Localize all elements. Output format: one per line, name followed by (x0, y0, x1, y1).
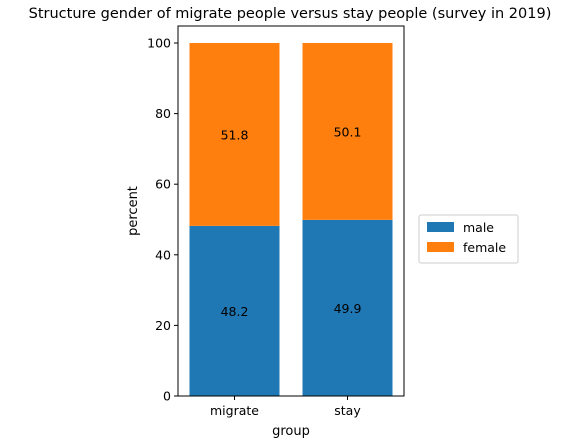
bar-label-female-stay: 50.1 (334, 124, 362, 139)
bar-label-male-stay: 49.9 (334, 301, 362, 316)
y-tick-label: 0 (163, 389, 171, 404)
plot-frame (177, 25, 405, 397)
y-tick-label: 60 (155, 177, 171, 192)
bar-labels-layer: 48.2 51.8 49.9 50.1 (221, 124, 362, 319)
bar-male-migrate (189, 225, 280, 396)
chart-title: Structure gender of migrate people versu… (29, 6, 552, 22)
x-axis: migrate stay (210, 396, 361, 418)
y-axis: 0 20 40 60 80 100 (147, 36, 178, 404)
y-tick-label: 100 (147, 36, 171, 51)
x-tick-label-stay: stay (334, 403, 361, 418)
bars-layer (189, 43, 393, 396)
y-tick-label: 80 (155, 106, 171, 121)
legend-items: male female (427, 220, 506, 255)
x-axis-label: group (272, 424, 310, 439)
legend-label-male: male (463, 220, 494, 235)
legend-swatch-male (427, 222, 454, 232)
bar-female-migrate (189, 43, 280, 226)
bar-male-stay (302, 219, 393, 396)
y-axis-label: percent (126, 186, 141, 236)
legend: male female (418, 214, 519, 264)
legend-label-female: female (463, 240, 506, 255)
legend-swatch-female (427, 242, 454, 252)
bar-female-stay (302, 43, 393, 220)
y-tick-label: 40 (155, 247, 171, 262)
bar-label-male-migrate: 48.2 (221, 304, 249, 319)
x-tick-label-migrate: migrate (210, 403, 259, 418)
bar-label-female-migrate: 51.8 (221, 127, 249, 142)
y-tick-label: 20 (155, 318, 171, 333)
